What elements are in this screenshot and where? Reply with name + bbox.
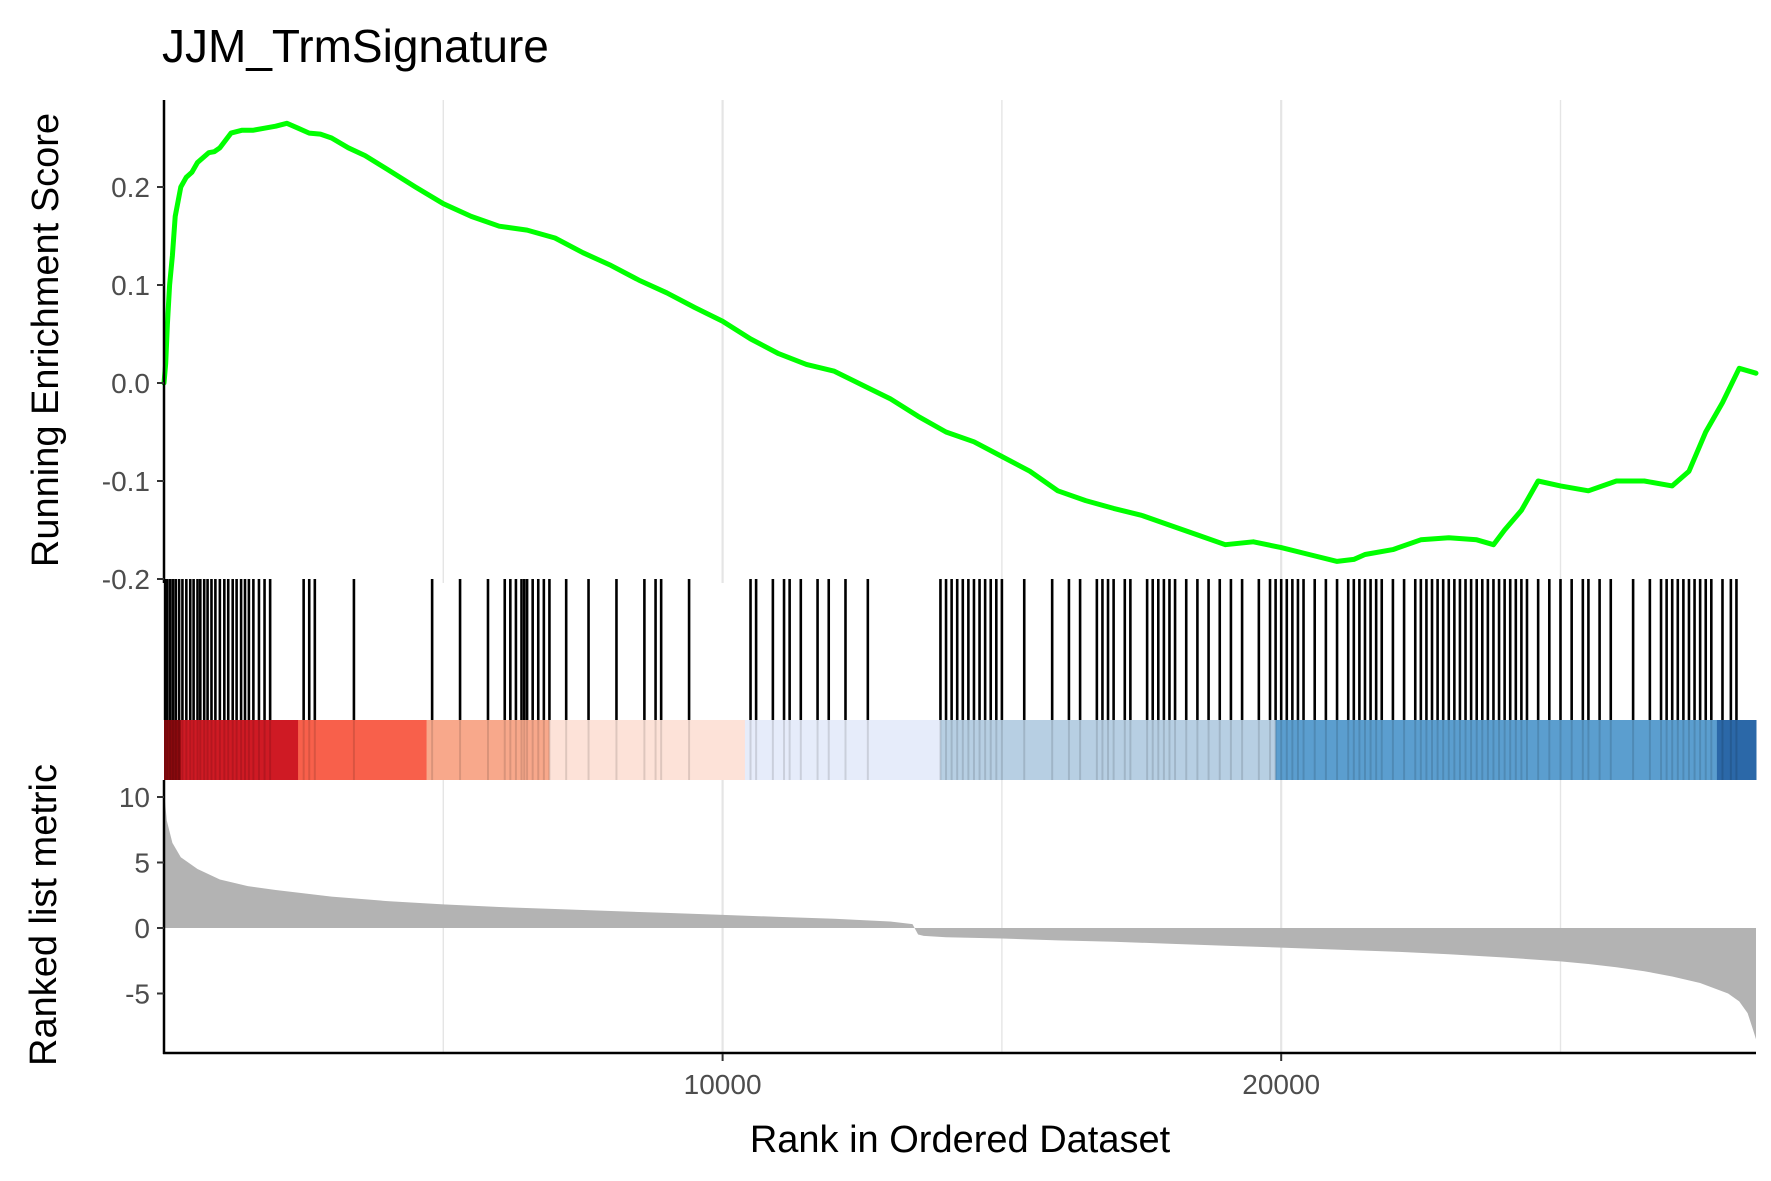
x-axis-ticks: 10000 20000 <box>684 1054 1320 1100</box>
rm-y-tick-label: 0 <box>134 913 150 944</box>
color-strip-segment <box>298 720 428 780</box>
x-tick-label: 10000 <box>684 1069 762 1100</box>
es-y-tick-label: 0.2 <box>111 172 150 203</box>
color-strip-segment <box>940 720 1277 780</box>
color-strip-segment <box>180 720 299 780</box>
es-y-tick-label: -0.2 <box>102 564 150 595</box>
color-strip-segment <box>549 720 746 780</box>
color-strip-segment <box>426 720 550 780</box>
rm-y-tick-label: 5 <box>134 848 150 879</box>
rm-y-ticks: 10 5 0 -5 <box>119 782 164 1010</box>
es-y-tick-label: 0.1 <box>111 270 150 301</box>
gene-hit-ticks <box>163 579 1738 720</box>
ranked-metric-panel: 10 5 0 -5 10000 20000 Ranked list metric Ran… <box>23 764 1756 1161</box>
color-strip-segment <box>1716 720 1757 780</box>
rm-y-tick-label: -5 <box>125 979 150 1010</box>
ranked-metric-area <box>164 790 1756 1040</box>
chart-title: JJM_TrmSignature <box>162 20 549 72</box>
es-grid-lines <box>442 100 1562 583</box>
rm-y-tick-label: 10 <box>119 782 150 813</box>
color-strip-segment <box>164 720 182 780</box>
hit-panel <box>163 579 1757 780</box>
x-tick-label: 20000 <box>1242 1069 1320 1100</box>
es-y-axis-title: Running Enrichment Score <box>25 113 67 567</box>
rank-color-strip <box>164 720 1757 780</box>
x-axis-title: Rank in Ordered Dataset <box>750 1119 1171 1161</box>
color-strip-segment <box>1275 720 1718 780</box>
running-enrichment-panel: 0.2 0.1 0.0 -0.1 -0.2 Running Enrichment Sco… <box>25 100 1759 595</box>
es-y-tick-label: -0.1 <box>102 466 150 497</box>
running-enrichment-line <box>161 120 1759 564</box>
es-y-ticks: 0.2 0.1 0.0 -0.1 -0.2 <box>102 172 164 595</box>
es-y-tick-label: 0.0 <box>111 368 150 399</box>
rm-y-axis-title: Ranked list metric <box>23 764 65 1066</box>
color-strip-segment <box>744 720 941 780</box>
